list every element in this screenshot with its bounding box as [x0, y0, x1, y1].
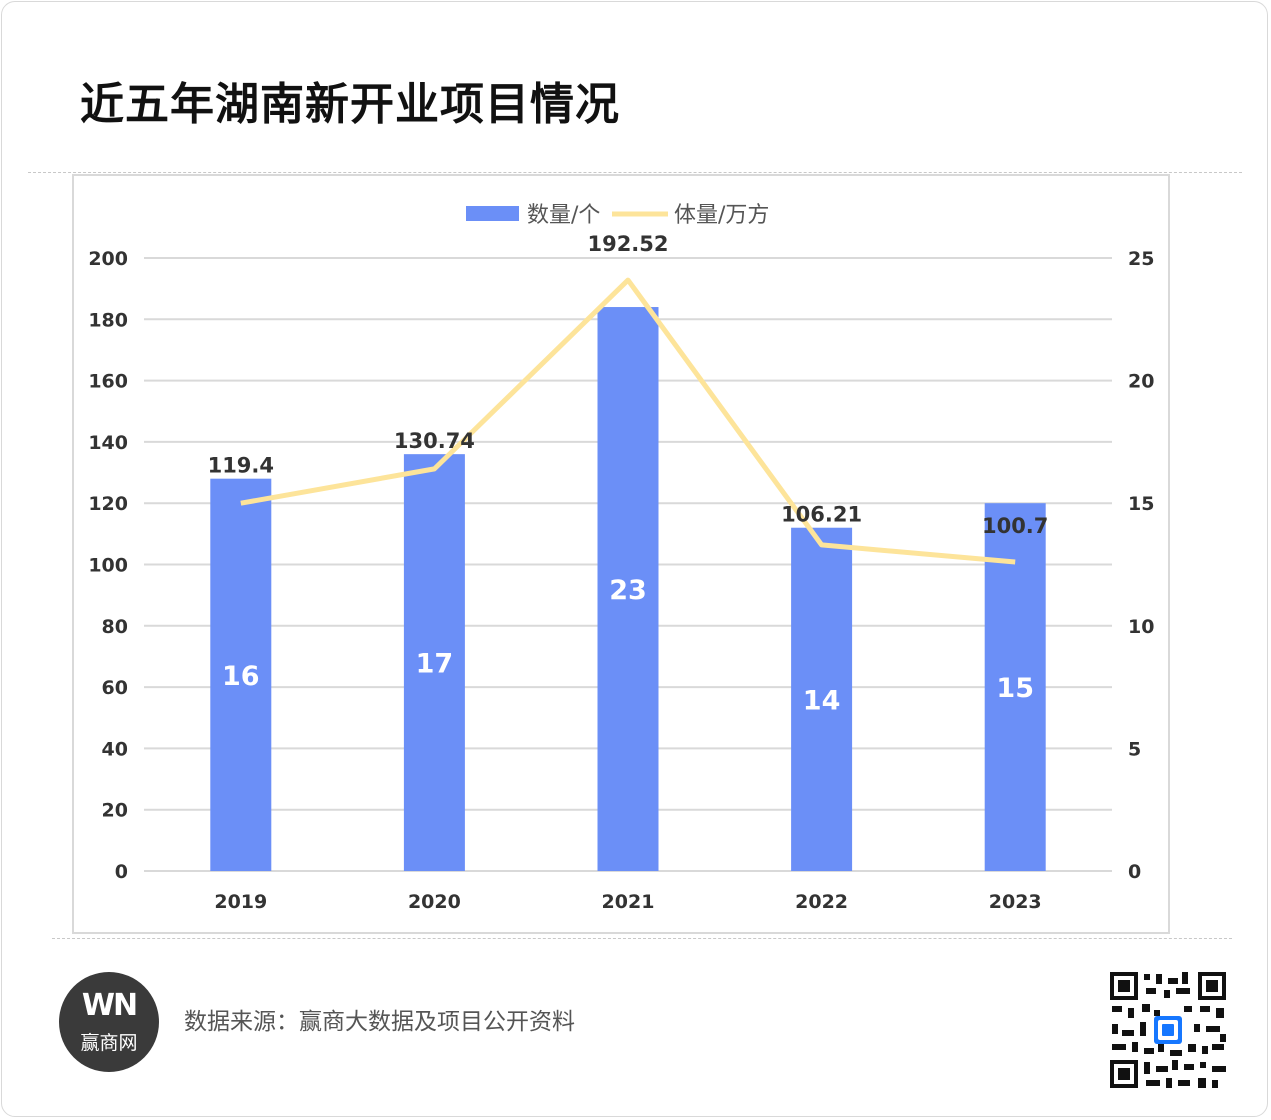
x-tick-label: 2019	[214, 891, 267, 913]
bar-2021	[597, 307, 659, 871]
line-value-label: 130.74	[394, 429, 475, 453]
y-left-tick-label: 140	[88, 432, 128, 454]
bar-value-label: 23	[609, 575, 647, 606]
bar-value-label: 14	[803, 685, 841, 716]
bar-series	[210, 307, 1046, 871]
bar-value-label: 16	[222, 661, 260, 692]
bar-2023	[984, 503, 1046, 871]
bar-value-label: 17	[416, 649, 454, 680]
winshang-logo: WN 赢商网	[59, 972, 159, 1072]
y-right-tick-label: 10	[1128, 616, 1154, 638]
y-left-tick-label: 80	[102, 616, 128, 638]
y-axis-right: 0 5 10 15 20 25	[1128, 248, 1154, 883]
x-tick-label: 2023	[989, 891, 1042, 913]
y-left-tick-label: 120	[88, 493, 128, 515]
y-left-tick-label: 200	[88, 248, 128, 270]
data-source: 数据来源：赢商大数据及项目公开资料	[184, 1009, 575, 1035]
bar-value-label: 15	[996, 673, 1034, 704]
chart-frame: 数量/个 体量/万方 0 20 40 60 80 100 120 140 160 180 200 0 5…	[72, 174, 1170, 934]
line-series	[240, 277, 1016, 565]
y-left-tick-label: 20	[102, 800, 128, 822]
y-left-tick-label: 60	[102, 677, 128, 699]
combo-chart: 数量/个 体量/万方 0 20 40 60 80 100 120 140 160 180 200 0 5…	[88, 203, 1154, 913]
top-divider	[28, 172, 1242, 173]
bottom-divider	[52, 938, 1232, 939]
y-left-tick-label: 100	[88, 555, 128, 577]
x-axis: 2019 2020 2021 2022 2023	[214, 891, 1041, 913]
y-left-tick-label: 160	[88, 371, 128, 393]
y-right-tick-label: 0	[1128, 861, 1141, 883]
legend-label-bar: 数量/个	[527, 203, 600, 228]
page-title: 近五年湖南新开业项目情况	[80, 79, 620, 130]
bar-2020	[403, 454, 465, 871]
y-axis-left: 0 20 40 60 80 100 120 140 160 180 200	[88, 248, 128, 883]
x-tick-label: 2021	[602, 891, 655, 913]
x-tick-label: 2022	[795, 891, 848, 913]
legend: 数量/个 体量/万方	[466, 203, 769, 228]
y-left-tick-label: 40	[102, 738, 128, 760]
y-left-tick-label: 180	[88, 309, 128, 331]
y-right-tick-label: 25	[1128, 248, 1154, 270]
logo-text: 赢商网	[80, 1032, 138, 1054]
legend-label-line: 体量/万方	[674, 203, 769, 228]
data-labels: 16 17 23 14 15 119.4 130.74 192.52 106.21 100.7	[208, 232, 1049, 716]
line-value-label: 192.52	[587, 232, 668, 256]
y-right-tick-label: 5	[1128, 738, 1141, 760]
volume-line	[240, 277, 1016, 565]
line-value-label: 106.21	[781, 503, 862, 527]
legend-swatch-bar	[466, 206, 519, 221]
bar-2019	[210, 478, 272, 871]
bar-2022	[791, 527, 853, 871]
line-value-label: 119.4	[208, 454, 274, 478]
y-right-tick-label: 15	[1128, 493, 1154, 515]
qr-code-icon	[1108, 970, 1228, 1090]
logo-mark: WN	[81, 988, 138, 1023]
y-right-tick-label: 20	[1128, 371, 1154, 393]
line-value-label: 100.7	[982, 514, 1048, 538]
y-left-tick-label: 0	[115, 861, 128, 883]
x-tick-label: 2020	[408, 891, 461, 913]
